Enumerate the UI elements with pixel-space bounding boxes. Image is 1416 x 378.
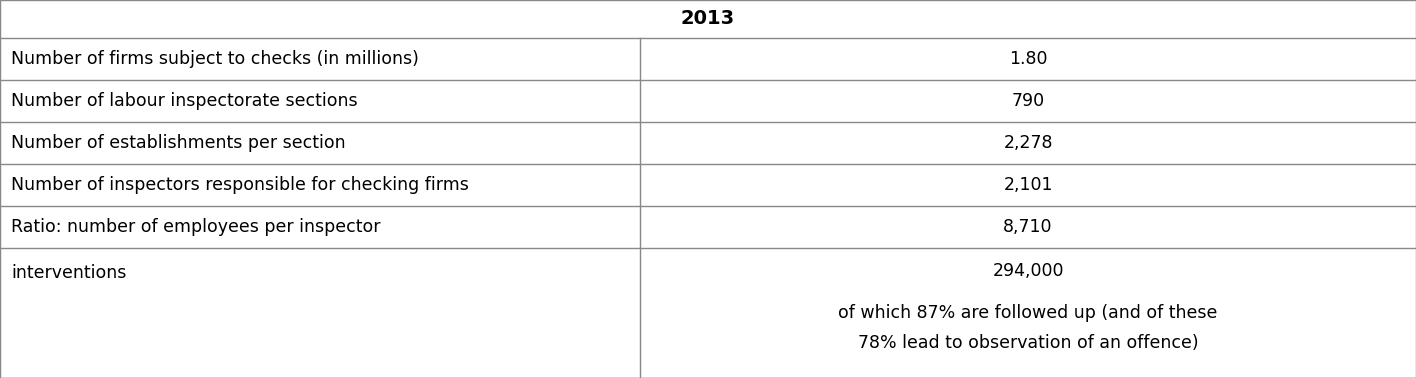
Text: 2,278: 2,278 (1004, 134, 1052, 152)
Text: Ratio: number of employees per inspector: Ratio: number of employees per inspector (11, 218, 381, 236)
Text: of which 87% are followed up (and of these: of which 87% are followed up (and of the… (838, 304, 1218, 322)
Text: 78% lead to observation of an offence): 78% lead to observation of an offence) (858, 334, 1198, 352)
Text: 2,101: 2,101 (1004, 176, 1052, 194)
Text: 294,000: 294,000 (993, 262, 1063, 280)
Text: Number of establishments per section: Number of establishments per section (11, 134, 346, 152)
Text: Number of labour inspectorate sections: Number of labour inspectorate sections (11, 92, 358, 110)
Text: 2013: 2013 (681, 9, 735, 28)
Text: interventions: interventions (11, 263, 126, 282)
Text: 1.80: 1.80 (1008, 50, 1048, 68)
Text: Number of inspectors responsible for checking firms: Number of inspectors responsible for che… (11, 176, 469, 194)
Text: 8,710: 8,710 (1004, 218, 1052, 236)
Text: Number of firms subject to checks (in millions): Number of firms subject to checks (in mi… (11, 50, 419, 68)
Text: 790: 790 (1011, 92, 1045, 110)
